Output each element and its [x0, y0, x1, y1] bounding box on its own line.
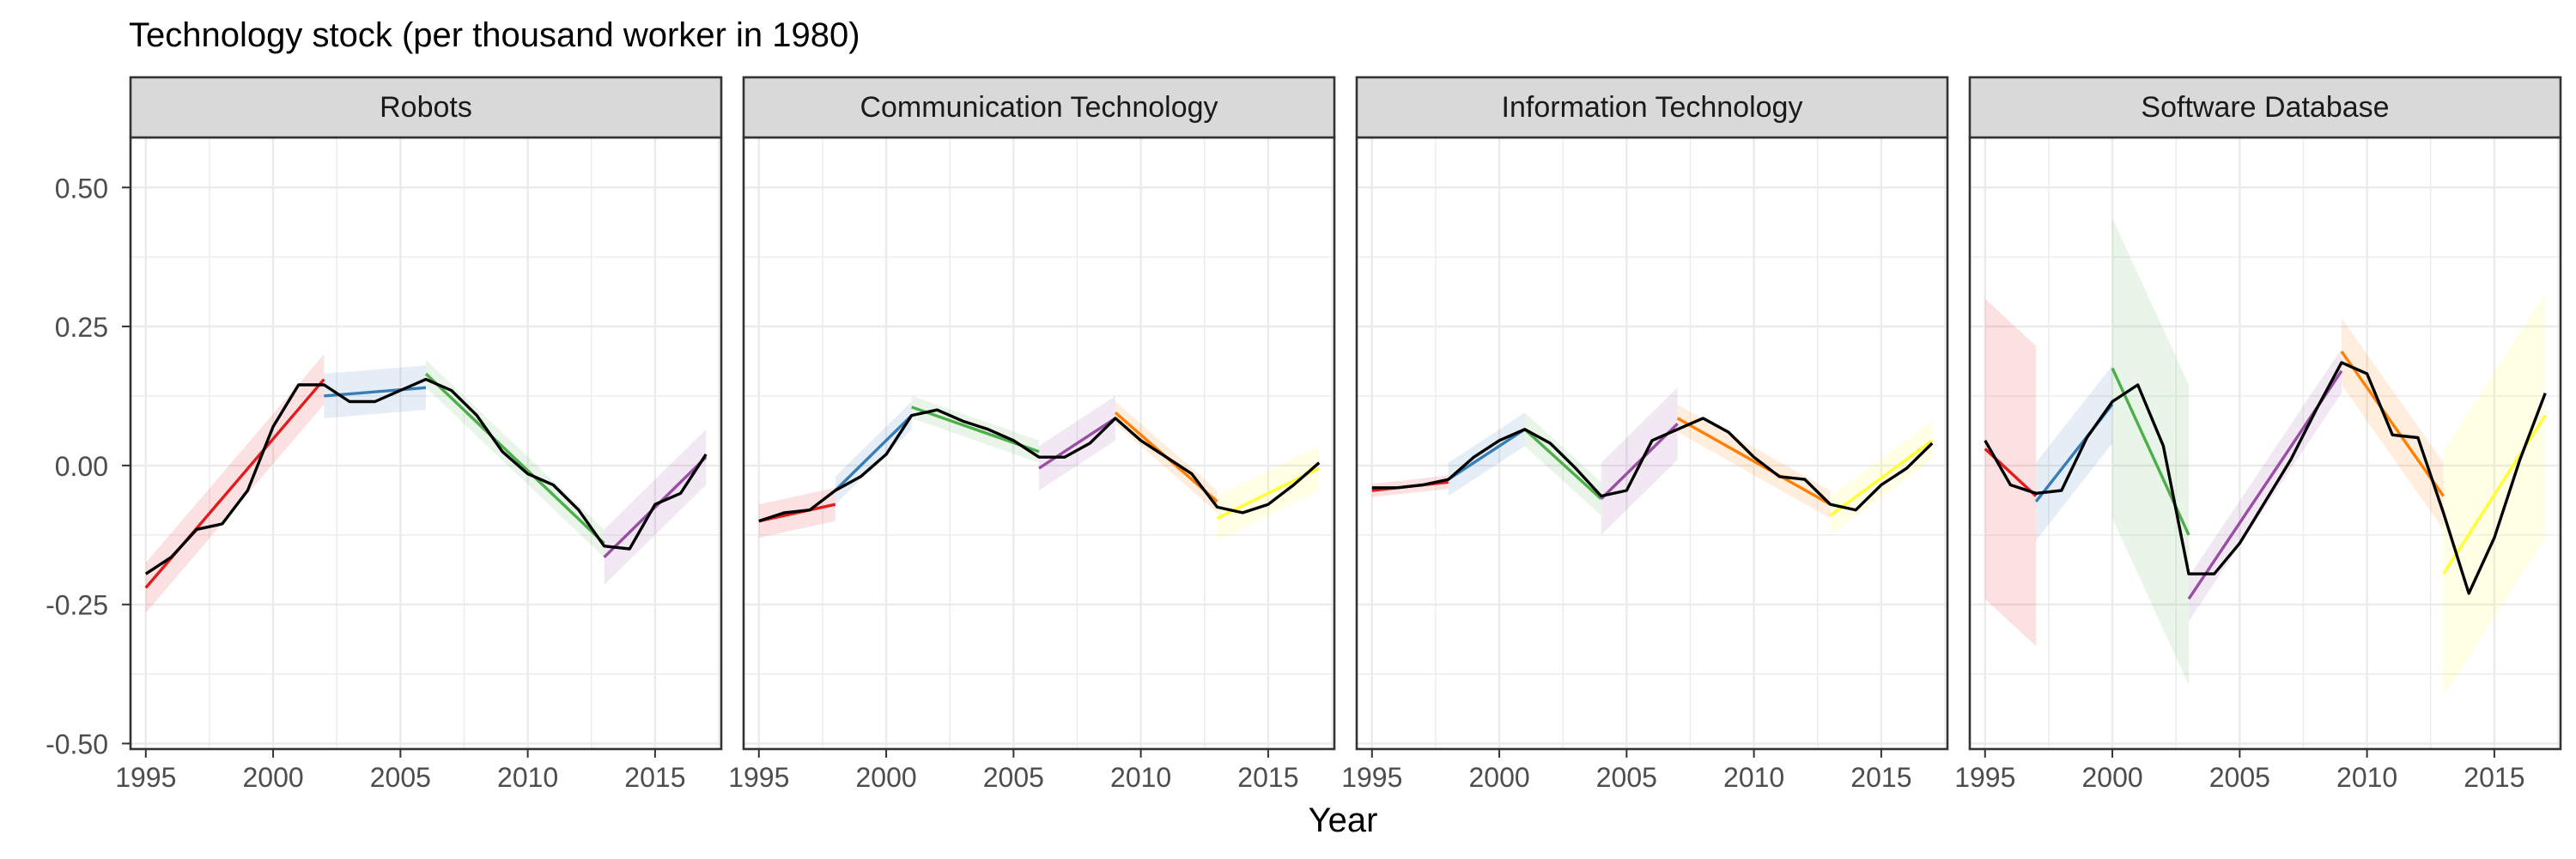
facet-strip-label: Robots [380, 91, 472, 124]
fitted-segment [1676, 417, 1832, 506]
series-line [1984, 361, 2547, 595]
panel-3: Software Database 1995 2000 2005 2010 2015 [1954, 76, 2562, 793]
series-line [758, 408, 1321, 523]
y-axis: 0.50 0.25 0.00 -0.25 -0.50 [46, 173, 131, 760]
facet-strip [742, 76, 1336, 139]
x-tick-label: 2000 [1468, 762, 1529, 793]
facet-strip [1355, 76, 1949, 139]
panel-2: Information Technology 1995 2000 2005 2010 20… [1341, 76, 1949, 793]
facet-strip [1968, 76, 2562, 139]
x-tick-label: 1995 [1954, 762, 2015, 793]
series-line [1371, 417, 1934, 512]
x-tick-label: 1995 [1341, 762, 1402, 793]
facet-panels: 0.50 0.25 0.00 -0.25 -0.50 Robots 1995 2000 2005… [46, 76, 2562, 793]
facet-strip-label: Communication Technology [860, 91, 1218, 124]
x-tick-label: 2015 [1237, 762, 1298, 793]
fitted-segment [424, 372, 605, 545]
series-line [144, 377, 708, 576]
facet-strip-label: Software Database [2141, 91, 2389, 124]
y-tick-label: 0.00 [55, 451, 108, 482]
fitted-segment [2442, 414, 2547, 576]
fitted-segment [1829, 439, 1934, 517]
x-tick-label: 2015 [2464, 762, 2524, 793]
x-tick-label: 2000 [242, 762, 303, 793]
fitted-segment [1523, 428, 1602, 500]
x-tick-label: 2010 [1110, 762, 1171, 793]
x-tick-label: 2005 [2209, 762, 2270, 793]
y-tick-label: -0.50 [46, 729, 108, 760]
y-tick-label: 0.50 [55, 173, 108, 204]
x-tick-label: 1995 [115, 762, 176, 793]
panel-1: Communication Technology 1995 2000 2005 2010… [728, 76, 1336, 793]
fitted-segment [1447, 428, 1526, 481]
panel-background [1970, 137, 2561, 749]
x-tick-label: 2015 [624, 762, 685, 793]
x-tick-label: 2010 [2336, 762, 2397, 793]
fitted-segment [1038, 417, 1116, 470]
x-tick-label: 1995 [728, 762, 789, 793]
y-tick-label: -0.25 [46, 590, 108, 621]
panel-background [744, 137, 1334, 749]
facet-strip-label: Information Technology [1502, 91, 1803, 124]
panel-0: Robots 1995 2000 2005 2010 2015 [115, 76, 723, 793]
x-tick-label: 2005 [370, 762, 431, 793]
fitted-segment [2340, 350, 2445, 497]
fitted-segment [834, 414, 913, 492]
x-tick-label: 2010 [1723, 762, 1784, 793]
x-tick-label: 2010 [497, 762, 558, 793]
x-tick-label: 2005 [1596, 762, 1657, 793]
x-tick-label: 2000 [2081, 762, 2142, 793]
x-axis-label: Year [1309, 801, 1378, 839]
facet-strip [129, 76, 723, 139]
y-tick-label: 0.25 [55, 312, 108, 343]
x-tick-label: 2015 [1850, 762, 1911, 793]
x-tick-label: 2000 [855, 762, 916, 793]
panel-background [131, 137, 721, 749]
x-tick-label: 2005 [983, 762, 1044, 793]
chart-title: Technology stock (per thousand worker in… [129, 16, 860, 54]
